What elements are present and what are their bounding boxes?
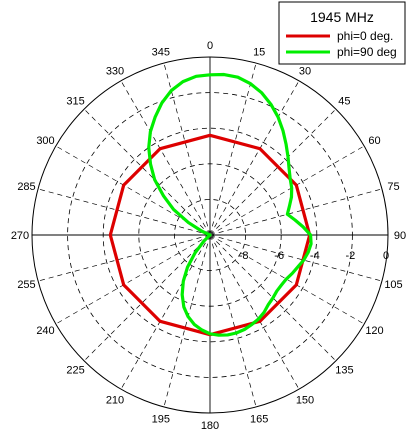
angle-tick-label-300: 300	[36, 135, 54, 147]
legend-label-phi0: phi=0 deg.	[337, 29, 393, 43]
angle-tick-label-90: 90	[394, 230, 406, 242]
spoke-150	[209, 234, 300, 390]
axis-labels: 0 15 30 45 60 75 90 105 120 135 150 165 180 195 210 225…	[11, 40, 406, 430]
angle-tick-label-180: 180	[201, 420, 219, 430]
spoke-15	[209, 62, 257, 236]
spoke-165	[209, 234, 257, 408]
spoke-135	[209, 234, 337, 362]
spoke-345	[163, 62, 211, 236]
angle-tick-label-255: 255	[17, 279, 35, 291]
angle-tick-label-315: 315	[66, 96, 84, 108]
angle-tick-label-105: 105	[384, 279, 402, 291]
ring--8	[173, 198, 246, 271]
angle-tick-label-240: 240	[36, 325, 54, 337]
angle-tick-label-330: 330	[106, 66, 124, 78]
angle-tick-label-30: 30	[299, 66, 311, 78]
series-group	[108, 72, 313, 337]
spoke-255	[37, 234, 211, 282]
legend-label-phi90: phi=90 deg	[337, 45, 397, 59]
spoke-240	[55, 234, 211, 325]
angle-tick-label-15: 15	[253, 47, 265, 59]
spoke-120	[209, 234, 365, 325]
legend: 1945 MHz phi=0 deg. phi=90 deg	[278, 1, 406, 65]
spoke-60	[209, 145, 365, 236]
angle-tick-label-0: 0	[207, 40, 213, 52]
spoke-225	[83, 234, 211, 362]
angle-tick-label-195: 195	[152, 414, 170, 426]
spoke-315	[83, 108, 211, 236]
ring--4	[102, 127, 318, 343]
angle-tick-label-285: 285	[17, 181, 35, 193]
series-line-1	[147, 72, 313, 337]
angle-tick-label-210: 210	[106, 395, 124, 407]
angle-tick-label-45: 45	[338, 96, 350, 108]
spoke-330	[120, 80, 211, 236]
spoke-195	[163, 234, 211, 408]
angle-tick-label-150: 150	[296, 395, 314, 407]
radial-tick-label-2: -4	[310, 250, 320, 262]
spoke-285	[37, 188, 211, 236]
angle-tick-label-165: 165	[250, 414, 268, 426]
polar-grid	[31, 56, 389, 414]
spoke-210	[120, 234, 211, 390]
spoke-45	[209, 108, 337, 236]
ring--6	[138, 163, 282, 307]
legend-box	[278, 1, 406, 65]
ring-0	[31, 56, 389, 414]
spoke-30	[209, 80, 300, 236]
radial-tick-label-0: -8	[239, 250, 249, 262]
spoke-105	[209, 234, 383, 282]
radial-tick-label-1: -6	[274, 250, 284, 262]
legend-title: 1945 MHz	[310, 9, 374, 25]
angle-tick-label-270: 270	[11, 230, 29, 242]
spoke-75	[209, 188, 383, 236]
radial-tick-label-4: 0	[383, 250, 389, 262]
angle-tick-label-225: 225	[66, 364, 84, 376]
angle-tick-label-60: 60	[368, 135, 380, 147]
angle-tick-label-345: 345	[152, 47, 170, 59]
radial-tick-label-3: -2	[346, 250, 356, 262]
angle-tick-label-120: 120	[365, 325, 383, 337]
angle-tick-label-75: 75	[387, 181, 399, 193]
angle-tick-label-135: 135	[335, 364, 353, 376]
ring--2	[67, 92, 353, 378]
